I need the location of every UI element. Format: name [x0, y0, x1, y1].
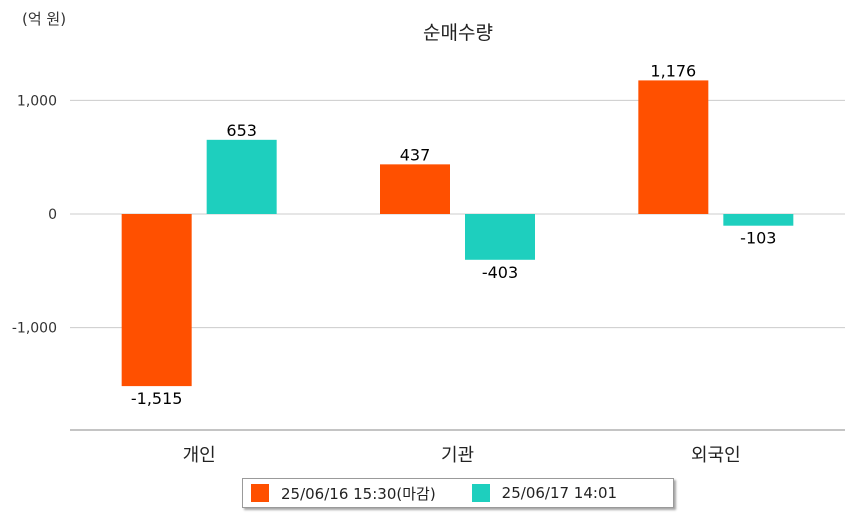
y-tick-label: 0: [48, 207, 57, 223]
bar-1-개인[interactable]: [121, 214, 192, 387]
bar-2-기관[interactable]: [465, 214, 535, 260]
value-label: 1,176: [650, 61, 696, 80]
bar-1-기관[interactable]: [380, 164, 450, 214]
bar-2-외국인[interactable]: [723, 214, 794, 226]
chart-title: 순매수량: [423, 22, 493, 44]
bar-chart: 1,000 0 -1,000 -1,515 437 1,176 653 -403 -103 개…: [12, 61, 845, 466]
legend-label-series-1: 25/06/16 15:30(마감): [281, 484, 436, 503]
x-category-label: 외국인: [691, 445, 741, 466]
legend-item-series-2[interactable]: 25/06/17 14:01: [471, 484, 618, 502]
bar-2-개인[interactable]: [206, 139, 277, 214]
value-labels: -1,515 437 1,176 653 -403 -103: [131, 61, 777, 408]
value-label: -1,515: [131, 389, 183, 408]
gridlines: [70, 99, 845, 329]
y-unit-label: (억 원): [22, 10, 67, 28]
bar-1-외국인[interactable]: [638, 80, 709, 214]
legend-swatch-series-2: [471, 484, 490, 502]
legend-label-series-2: 25/06/17 14:01: [501, 484, 618, 502]
bars: [121, 80, 794, 387]
x-axis-categories: 개인 기관 외국인: [183, 445, 741, 466]
y-tick-label: 1,000: [17, 93, 57, 109]
x-category-label: 기관: [441, 445, 474, 466]
y-axis: 1,000 0 -1,000: [12, 93, 57, 336]
y-tick-label: -1,000: [12, 321, 57, 337]
legend-swatch-series-1: [251, 484, 269, 502]
legend-item-series-1[interactable]: 25/06/16 15:30(마감): [251, 483, 436, 504]
value-label: -103: [740, 229, 776, 248]
x-category-label: 개인: [183, 445, 216, 466]
value-label: 437: [400, 145, 431, 164]
legend: 25/06/16 15:30(마감) 25/06/17 14:01: [242, 478, 674, 508]
value-label: -403: [482, 263, 518, 282]
value-label: 653: [226, 121, 257, 140]
